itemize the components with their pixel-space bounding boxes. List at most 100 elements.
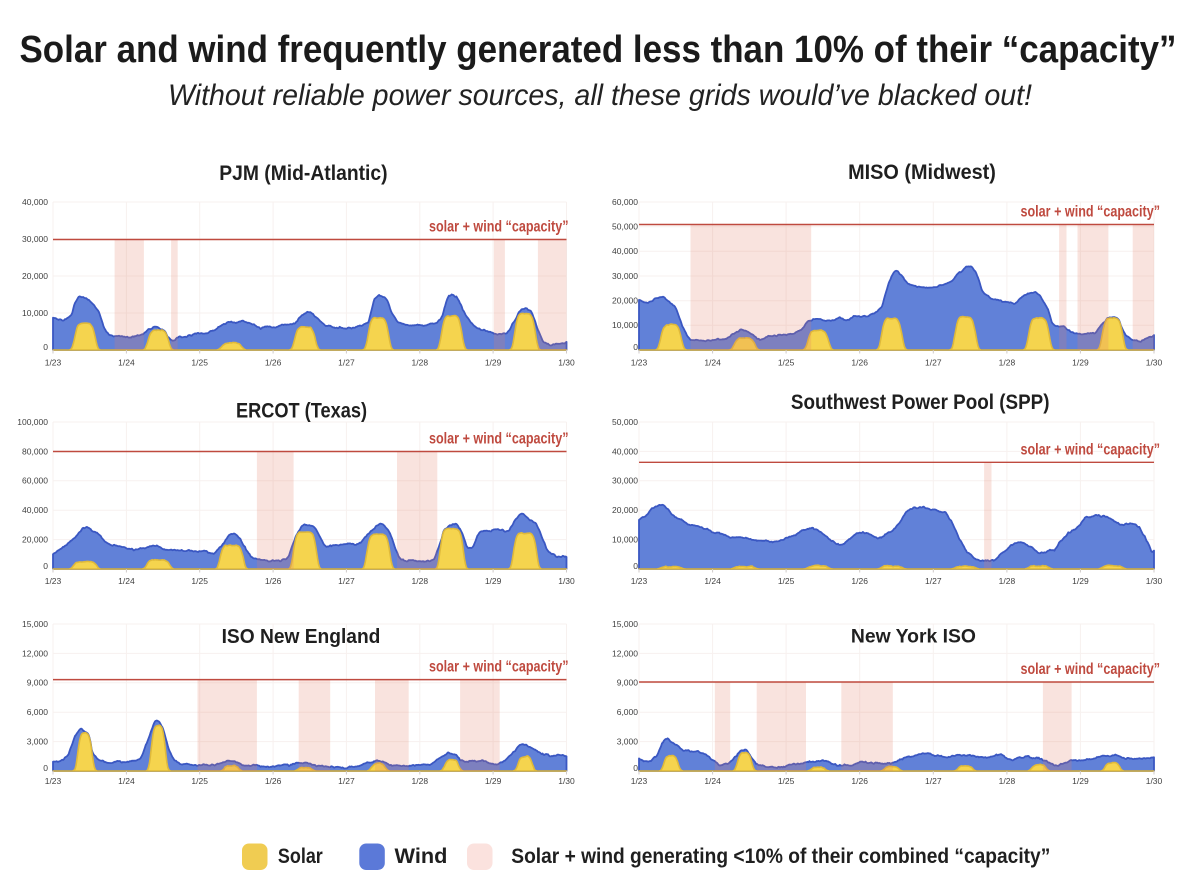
svg-text:20,000: 20,000 [22, 535, 48, 545]
svg-text:1/25: 1/25 [191, 358, 208, 368]
svg-text:1/29: 1/29 [1072, 776, 1089, 786]
svg-text:9,000: 9,000 [617, 678, 639, 688]
svg-text:Solar: Solar [278, 843, 323, 868]
svg-text:1/29: 1/29 [1072, 358, 1089, 368]
svg-text:40,000: 40,000 [22, 505, 48, 515]
svg-text:20,000: 20,000 [22, 271, 48, 281]
svg-text:40,000: 40,000 [612, 446, 638, 456]
svg-text:60,000: 60,000 [22, 476, 48, 486]
svg-text:1/24: 1/24 [704, 358, 721, 368]
svg-text:12,000: 12,000 [22, 648, 48, 658]
svg-text:60,000: 60,000 [612, 197, 638, 207]
svg-text:20,000: 20,000 [612, 505, 638, 515]
svg-text:1/28: 1/28 [412, 576, 429, 586]
svg-text:1/28: 1/28 [412, 776, 429, 786]
svg-text:0: 0 [633, 561, 638, 571]
svg-text:1/30: 1/30 [558, 358, 575, 368]
svg-text:1/29: 1/29 [485, 576, 502, 586]
svg-text:1/26: 1/26 [265, 358, 282, 368]
svg-text:ERCOT (Texas): ERCOT (Texas) [236, 399, 367, 423]
svg-text:1/27: 1/27 [925, 776, 942, 786]
svg-text:PJM (Mid-Atlantic): PJM (Mid-Atlantic) [219, 160, 387, 185]
svg-text:1/28: 1/28 [999, 576, 1016, 586]
svg-text:1/27: 1/27 [338, 358, 355, 368]
svg-text:6,000: 6,000 [617, 707, 639, 717]
svg-text:1/24: 1/24 [118, 576, 135, 586]
svg-text:1/23: 1/23 [45, 776, 62, 786]
svg-text:solar + wind “capacity”: solar + wind “capacity” [1021, 661, 1161, 678]
svg-text:30,000: 30,000 [612, 476, 638, 486]
svg-text:1/25: 1/25 [191, 576, 208, 586]
svg-text:1/27: 1/27 [925, 576, 942, 586]
svg-text:Without reliable power sources: Without reliable power sources, all thes… [168, 79, 1033, 112]
svg-text:30,000: 30,000 [22, 234, 48, 244]
svg-text:MISO (Midwest): MISO (Midwest) [848, 159, 996, 184]
svg-text:1/27: 1/27 [925, 358, 942, 368]
svg-text:1/27: 1/27 [338, 776, 355, 786]
svg-text:1/26: 1/26 [851, 358, 868, 368]
svg-text:0: 0 [43, 763, 48, 773]
svg-text:1/23: 1/23 [45, 576, 62, 586]
svg-text:0: 0 [633, 763, 638, 773]
svg-text:1/24: 1/24 [118, 776, 135, 786]
svg-text:solar + wind “capacity”: solar + wind “capacity” [429, 219, 569, 236]
svg-text:6,000: 6,000 [27, 707, 49, 717]
svg-text:1/29: 1/29 [485, 776, 502, 786]
svg-text:Wind: Wind [395, 843, 448, 868]
svg-text:10,000: 10,000 [612, 320, 638, 330]
svg-text:20,000: 20,000 [612, 296, 638, 306]
svg-text:1/23: 1/23 [631, 576, 648, 586]
svg-text:1/30: 1/30 [1146, 776, 1163, 786]
svg-text:40,000: 40,000 [22, 197, 48, 207]
svg-text:Solar + wind generating <10% o: Solar + wind generating <10% of their co… [511, 843, 1050, 868]
svg-text:1/25: 1/25 [778, 776, 795, 786]
svg-text:solar + wind “capacity”: solar + wind “capacity” [429, 659, 569, 676]
svg-text:ISO New England: ISO New England [222, 626, 381, 648]
svg-text:0: 0 [633, 342, 638, 352]
svg-text:1/25: 1/25 [191, 776, 208, 786]
svg-text:10,000: 10,000 [612, 535, 638, 545]
svg-text:1/26: 1/26 [851, 776, 868, 786]
svg-text:1/25: 1/25 [778, 358, 795, 368]
svg-text:1/30: 1/30 [558, 576, 575, 586]
svg-text:10,000: 10,000 [22, 308, 48, 318]
svg-text:1/23: 1/23 [45, 358, 62, 368]
svg-text:50,000: 50,000 [612, 222, 638, 232]
svg-text:3,000: 3,000 [617, 737, 639, 747]
svg-text:80,000: 80,000 [22, 446, 48, 456]
svg-text:1/23: 1/23 [631, 358, 648, 368]
svg-text:solar + wind “capacity”: solar + wind “capacity” [1021, 204, 1161, 221]
svg-text:Southwest Power Pool (SPP): Southwest Power Pool (SPP) [791, 390, 1050, 414]
svg-text:100,000: 100,000 [17, 417, 48, 427]
svg-text:50,000: 50,000 [612, 417, 638, 427]
svg-text:0: 0 [43, 561, 48, 571]
svg-text:1/25: 1/25 [778, 576, 795, 586]
svg-text:New York ISO: New York ISO [851, 625, 976, 647]
svg-text:1/23: 1/23 [631, 776, 648, 786]
svg-text:1/26: 1/26 [851, 576, 868, 586]
svg-text:3,000: 3,000 [27, 737, 49, 747]
svg-text:1/24: 1/24 [704, 576, 721, 586]
svg-text:1/28: 1/28 [412, 358, 429, 368]
svg-text:1/28: 1/28 [999, 358, 1016, 368]
svg-text:9,000: 9,000 [27, 678, 49, 688]
svg-text:1/30: 1/30 [1146, 358, 1163, 368]
svg-text:Solar and wind frequently gene: Solar and wind frequently generated less… [20, 29, 1177, 71]
svg-text:1/26: 1/26 [265, 576, 282, 586]
svg-text:1/30: 1/30 [558, 776, 575, 786]
svg-text:15,000: 15,000 [22, 619, 48, 629]
svg-text:1/29: 1/29 [485, 358, 502, 368]
svg-text:15,000: 15,000 [612, 619, 638, 629]
svg-text:40,000: 40,000 [612, 246, 638, 256]
svg-text:30,000: 30,000 [612, 271, 638, 281]
svg-text:1/24: 1/24 [704, 776, 721, 786]
svg-text:1/24: 1/24 [118, 358, 135, 368]
svg-text:1/28: 1/28 [999, 776, 1016, 786]
svg-text:solar + wind “capacity”: solar + wind “capacity” [429, 431, 569, 448]
svg-text:0: 0 [43, 342, 48, 352]
svg-text:12,000: 12,000 [612, 648, 638, 658]
svg-text:1/27: 1/27 [338, 576, 355, 586]
svg-text:1/29: 1/29 [1072, 576, 1089, 586]
svg-text:solar + wind “capacity”: solar + wind “capacity” [1021, 441, 1161, 458]
svg-text:1/30: 1/30 [1146, 576, 1163, 586]
